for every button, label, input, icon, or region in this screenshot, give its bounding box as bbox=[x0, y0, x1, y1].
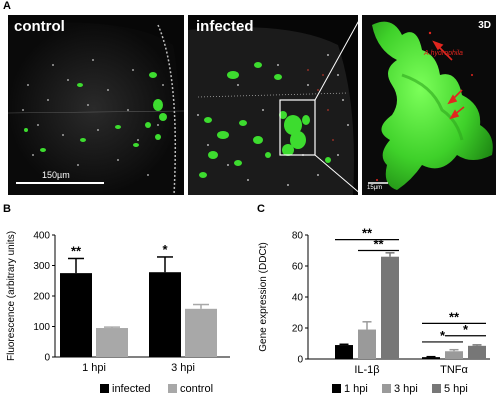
legend-swatch bbox=[382, 384, 391, 393]
legend-label: 3 hpi bbox=[394, 383, 418, 395]
x-tick-label: TNFα bbox=[440, 364, 468, 376]
control-title: control bbox=[14, 18, 65, 35]
x-tick-label: 1 hpi bbox=[82, 362, 106, 374]
y-tick-label: 400 bbox=[33, 231, 50, 242]
bar bbox=[381, 256, 399, 359]
chart-b: 0 100 200 300 400 Fluorescence (arbitrary uni… bbox=[6, 231, 230, 395]
legend-swatch bbox=[168, 384, 177, 393]
x-tick-label: 3 hpi bbox=[171, 362, 195, 374]
legend-swatch bbox=[332, 384, 341, 393]
zoom-3d-art bbox=[362, 15, 496, 195]
significance-label: ** bbox=[71, 243, 82, 258]
zoom-connector bbox=[314, 14, 363, 196]
infected-micrograph: infected bbox=[188, 15, 358, 195]
legend-label: 5 hpi bbox=[444, 383, 468, 395]
y-tick-label: 40 bbox=[292, 293, 304, 304]
bar bbox=[149, 272, 181, 357]
y-tick-label: 60 bbox=[292, 262, 304, 273]
bacteria-label: A.hydrophila bbox=[424, 50, 463, 57]
scalebar-label-main: 150µm bbox=[42, 170, 70, 180]
y-axis-title: Fluorescence (arbitrary units) bbox=[6, 231, 17, 361]
infected-micrograph-art bbox=[188, 15, 358, 195]
bar bbox=[445, 351, 463, 359]
significance-label: ** bbox=[449, 309, 460, 324]
y-tick-label: 80 bbox=[292, 231, 304, 242]
legend-label: 1 hpi bbox=[344, 383, 368, 395]
bar bbox=[335, 345, 353, 359]
panel-b-label: B bbox=[3, 203, 11, 215]
y-tick-label: 0 bbox=[44, 353, 50, 364]
infected-title: infected bbox=[196, 18, 254, 35]
significance-label: * bbox=[440, 328, 446, 343]
significance-label: * bbox=[162, 242, 168, 257]
panel-c-label: C bbox=[257, 203, 265, 215]
y-axis-title: Gene expression (DDCt) bbox=[258, 242, 269, 351]
significance-label: ** bbox=[362, 226, 373, 241]
y-tick-label: 300 bbox=[33, 261, 50, 272]
legend-label: infected bbox=[112, 383, 151, 395]
legend-swatch bbox=[432, 384, 441, 393]
legend-swatch bbox=[100, 384, 109, 393]
bar bbox=[96, 328, 128, 357]
y-tick-label: 20 bbox=[292, 324, 304, 335]
scalebar-label-zoom: 15µm bbox=[367, 185, 383, 191]
bar bbox=[60, 273, 92, 357]
bar bbox=[468, 345, 486, 359]
control-micrograph-art bbox=[8, 15, 184, 195]
y-tick-label: 200 bbox=[33, 292, 50, 303]
significance-label: ** bbox=[373, 237, 384, 252]
y-tick-label: 0 bbox=[297, 355, 303, 366]
bar bbox=[358, 329, 376, 359]
bar bbox=[185, 308, 217, 357]
zoom-3d-micrograph: 3D A.hydrophila 15µm bbox=[362, 15, 496, 195]
significance-label: * bbox=[463, 322, 469, 337]
bar bbox=[422, 357, 440, 359]
panel-a-label: A bbox=[3, 0, 11, 12]
control-micrograph: control 150µm bbox=[8, 15, 184, 195]
chart-c: 0 20 40 60 80 Gene expression (DDCt) IL-1β TNFα… bbox=[258, 226, 490, 395]
x-tick-label: IL-1β bbox=[354, 364, 379, 376]
3d-tag: 3D bbox=[478, 20, 491, 31]
legend-label: control bbox=[180, 383, 213, 395]
y-tick-label: 100 bbox=[33, 322, 50, 333]
